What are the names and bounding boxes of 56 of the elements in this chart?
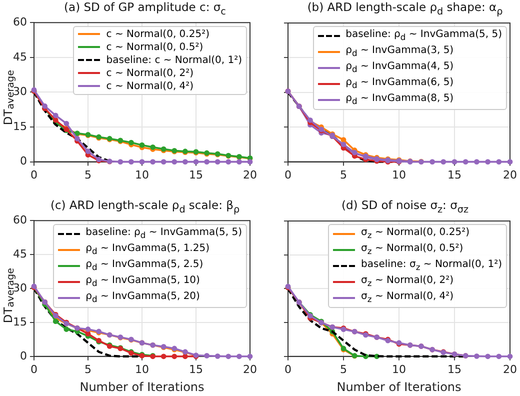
x-tick-label: 15 (189, 168, 203, 182)
x-tick-label: 20 (243, 362, 257, 376)
x-tick-label: 0 (30, 362, 38, 376)
y-tick-label: 45 (13, 247, 27, 260)
y-tick-label: 30 (13, 281, 27, 294)
legend-label: σ$_{z}$ ∼ Normal(0, 2²) (361, 274, 454, 290)
legend-label: ρ$_{d}$ ∼ InvGamma(4, 5) (346, 60, 454, 76)
x-tick-label: 10 (392, 168, 406, 182)
x-tick-label: 5 (340, 362, 347, 376)
chart-title: (a) SD of GP amplitude c: σ$_{c}$ (63, 0, 227, 18)
y-tick-label: 30 (13, 85, 27, 98)
legend-label: σ$_{z}$ ∼ Normal(0, 4²) (361, 290, 454, 306)
x-tick-label: 15 (189, 362, 203, 376)
x-axis-title: Number of Iterations (336, 380, 462, 394)
legend-label: ρ$_{d}$ ∼ InvGamma(6, 5) (346, 76, 454, 92)
x-tick-label: 20 (503, 362, 517, 376)
x-tick-label: 20 (243, 168, 257, 182)
legend-label: σ$_{z}$ ∼ Normal(0, 0.5²) (361, 242, 464, 258)
y-tick-label: 0 (20, 349, 27, 362)
legend-label: c ∼ Normal(0, 0.25²) (106, 28, 210, 41)
x-tick-label: 10 (135, 168, 149, 182)
legend-label: c ∼ Normal(0, 2²) (106, 66, 194, 80)
chart-title: (d) SD of noise σ$_{z}$: σ$_{σz}$ (340, 198, 470, 216)
legend-label: baseline: c ∼ Normal(0, 1²) (106, 54, 242, 67)
legend-label: ρ$_{d}$ ∼ InvGamma(5, 10) (86, 274, 200, 290)
chart-title: (c) ARD length-scale ρ$_{d}$ scale: β$_{ρ}$ (49, 198, 241, 216)
y-tick-label: 45 (13, 50, 27, 64)
x-tick-label: 20 (503, 168, 517, 182)
x-tick-label: 5 (340, 168, 347, 182)
x-tick-label: 15 (448, 168, 462, 182)
legend-label: c ∼ Normal(0, 4²) (106, 80, 194, 93)
x-tick-label: 0 (284, 362, 292, 376)
legend-label: baseline: ρ$_{d}$ ∼ InvGamma(5, 5) (86, 226, 242, 242)
x-axis-title: Number of Iterations (80, 380, 204, 394)
legend-label: ρ$_{d}$ ∼ InvGamma(5, 20) (86, 290, 200, 306)
y-tick-label: 60 (13, 213, 27, 226)
legend-label: ρ$_{d}$ ∼ InvGamma(5, 1.25) (86, 242, 210, 258)
x-tick-label: 5 (84, 168, 92, 182)
y-tick-label: 15 (13, 315, 27, 328)
y-tick-label: 60 (13, 15, 27, 28)
x-tick-label: 10 (392, 362, 406, 376)
chart-title: (b) ARD length-scale ρ$_{d}$ shape: α$_{ρ}$ (306, 0, 504, 18)
legend-label: ρ$_{d}$ ∼ InvGamma(3, 5) (346, 44, 454, 60)
y-tick-label: 0 (20, 154, 27, 168)
y-tick-label: 15 (13, 120, 27, 133)
legend-label: σ$_{z}$ ∼ Normal(0, 0.25²) (361, 226, 470, 242)
x-tick-label: 10 (135, 362, 149, 376)
legend-label: baseline: ρ$_{d}$ ∼ InvGamma(5, 5) (346, 28, 502, 44)
legend-label: baseline: σ$_{z}$ ∼ Normal(0, 1²) (361, 258, 502, 274)
x-tick-label: 0 (30, 168, 38, 182)
legend-label: c ∼ Normal(0, 0.5²) (106, 40, 204, 54)
legend-label: ρ$_{d}$ ∼ InvGamma(5, 2.5) (86, 258, 204, 274)
x-tick-label: 5 (84, 362, 92, 376)
legend-label: ρ$_{d}$ ∼ InvGamma(8, 5) (346, 92, 454, 108)
x-tick-label: 15 (448, 362, 462, 376)
x-tick-label: 0 (284, 168, 292, 182)
